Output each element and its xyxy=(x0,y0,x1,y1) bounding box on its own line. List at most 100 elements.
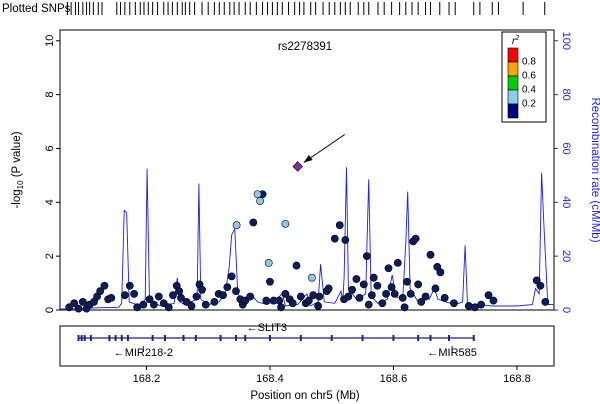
snp-point xyxy=(107,293,116,302)
snp-point xyxy=(314,302,323,310)
snp-point xyxy=(125,281,134,290)
snp-point xyxy=(536,281,545,290)
snp-point xyxy=(164,303,173,312)
snp-point xyxy=(341,236,350,244)
snp-point xyxy=(219,291,227,300)
gene-exon xyxy=(244,335,247,341)
snp-point xyxy=(403,277,411,286)
legend-swatch xyxy=(507,89,519,105)
gene-label: ←SLIT3 xyxy=(247,322,287,334)
legend-swatch xyxy=(507,75,519,91)
snp-point xyxy=(223,283,232,292)
snp-point xyxy=(344,292,353,301)
snp-point xyxy=(130,289,138,298)
snp-point xyxy=(378,299,387,308)
snp-point xyxy=(398,293,407,302)
snp-point xyxy=(177,293,185,302)
y-left-tick-label: 4 xyxy=(44,199,56,205)
points-layer xyxy=(65,161,550,313)
y-axis-left-label: -log10 (P value) xyxy=(11,131,25,208)
gene-exon xyxy=(299,335,302,341)
recombination-rate-line xyxy=(59,167,554,310)
snp-point xyxy=(315,292,324,301)
x-tick-label: 168.6 xyxy=(380,373,408,385)
snp-point xyxy=(411,234,420,243)
gene-track-frame xyxy=(59,325,555,367)
snp-point xyxy=(367,291,376,300)
snp-point xyxy=(145,295,154,304)
snp-point xyxy=(359,280,368,289)
snp-point xyxy=(406,289,415,298)
snp-point xyxy=(154,292,163,301)
snp-point xyxy=(484,291,493,300)
gene-exon xyxy=(219,335,222,341)
snp-point xyxy=(304,296,313,305)
snp-point xyxy=(139,300,148,309)
y-left-tick-label: 6 xyxy=(44,145,56,151)
snp-point xyxy=(436,268,445,277)
lead-snp-annotation xyxy=(303,134,346,163)
legend-label: 0.4 xyxy=(522,85,536,96)
snp-point xyxy=(210,298,219,306)
legend-label: 0.8 xyxy=(522,57,536,68)
x-axis: 168.2 168.4 168.6 168.8 xyxy=(133,366,531,385)
legend-swatch xyxy=(507,47,519,63)
snp-point xyxy=(192,292,201,301)
x-tick-label: 168.8 xyxy=(503,373,531,385)
gene-exon xyxy=(77,335,80,341)
chart-title: rs2278391 xyxy=(278,41,332,53)
legend-label: 0.6 xyxy=(522,71,536,82)
y-left-tick-label: 0 xyxy=(44,307,56,313)
snp-point xyxy=(292,261,301,270)
y-right-tick-label: 80 xyxy=(560,88,572,100)
snp-point xyxy=(489,296,498,305)
snp-point xyxy=(232,287,240,296)
gene-exon xyxy=(163,335,166,341)
snp-point xyxy=(120,291,129,300)
snp-point xyxy=(387,283,396,292)
snp-point xyxy=(227,272,236,281)
gene-exon xyxy=(108,335,111,341)
y-right-tick-label: 40 xyxy=(560,196,572,208)
snp-point xyxy=(169,291,177,300)
x-axis-label: Position on chr5 (Mb) xyxy=(250,390,359,402)
y-left-tick-label: 8 xyxy=(44,92,56,98)
snp-point xyxy=(440,293,449,302)
snp-point-r2-mid xyxy=(232,221,241,230)
snp-point xyxy=(352,275,361,283)
gene-label: ←MIR585 xyxy=(427,347,477,359)
gene-exon xyxy=(114,335,117,341)
snp-point xyxy=(330,234,339,243)
snp-point xyxy=(532,276,541,285)
gene-exon xyxy=(417,335,420,341)
snp-point xyxy=(175,287,184,296)
snp-point xyxy=(400,303,409,312)
snp-point xyxy=(414,280,423,289)
snp-point xyxy=(70,299,79,308)
snp-point xyxy=(362,252,371,261)
gene-label: ←MIR218-2 xyxy=(114,347,173,359)
snp-point xyxy=(426,250,435,259)
x-tick-label: 168.4 xyxy=(256,373,284,385)
snp-point xyxy=(100,281,109,290)
snp-point xyxy=(417,298,426,306)
snp-point xyxy=(373,281,382,290)
snp-point-r2-mid xyxy=(256,197,264,205)
legend-swatch xyxy=(507,61,519,77)
gene-track: ←SLIT3 ←MIR218-2 ←MIR585 xyxy=(77,322,477,359)
gene-exon xyxy=(89,335,92,341)
legend-swatch xyxy=(507,103,519,119)
snp-point xyxy=(288,299,297,308)
legend-label: 0.2 xyxy=(522,99,536,110)
gene-exon xyxy=(151,335,154,341)
snp-point xyxy=(249,218,258,227)
snp-point xyxy=(355,293,364,302)
snp-point xyxy=(348,285,356,294)
lead-snp-point xyxy=(292,161,303,172)
gene-exon xyxy=(234,335,237,341)
gene-exon xyxy=(268,335,271,341)
snp-point xyxy=(262,296,271,305)
snp-point xyxy=(384,264,393,273)
snp-point xyxy=(450,299,458,308)
